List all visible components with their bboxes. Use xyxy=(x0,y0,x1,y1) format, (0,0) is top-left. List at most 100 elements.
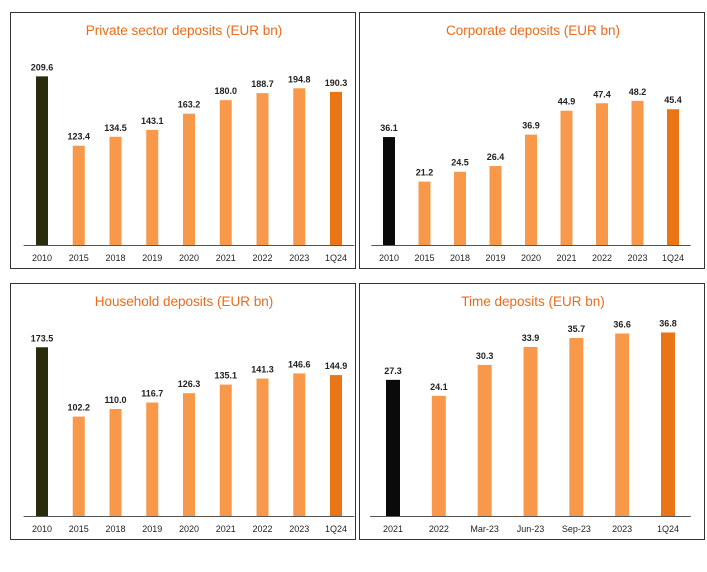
bar-2021 xyxy=(386,379,400,516)
bar-2022 xyxy=(596,103,608,245)
data-label-2021: 44.9 xyxy=(558,97,576,107)
bar-2010 xyxy=(383,137,395,245)
data-label-1q24: 190.3 xyxy=(325,78,348,88)
data-label-2022: 47.4 xyxy=(593,89,611,99)
data-label-mar-23: 30.3 xyxy=(476,351,494,361)
tick-label-2021: 2021 xyxy=(216,253,236,263)
data-label-2023: 146.6 xyxy=(288,359,311,369)
tick-label-2015: 2015 xyxy=(69,524,89,534)
data-label-2010: 173.5 xyxy=(31,333,54,343)
bar-mar-23 xyxy=(477,364,492,516)
tick-label-2019: 2019 xyxy=(485,253,505,263)
bar-2015 xyxy=(418,181,431,245)
bar-2022 xyxy=(431,395,446,516)
bar-2023 xyxy=(293,88,306,246)
data-label-2020: 163.2 xyxy=(178,100,201,110)
tick-label-2018: 2018 xyxy=(450,253,470,263)
bar-1q24 xyxy=(661,332,675,516)
data-label-2015: 21.2 xyxy=(416,168,434,178)
data-label-1q24: 144.9 xyxy=(325,361,348,371)
chart-title: Private sector deposits (EUR bn) xyxy=(86,23,283,38)
chart-title: Time deposits (EUR bn) xyxy=(461,294,605,309)
data-label-2019: 116.7 xyxy=(141,389,163,399)
data-label-1q24: 45.4 xyxy=(664,95,682,105)
data-label-2021: 180.0 xyxy=(214,86,237,96)
tick-label-2019: 2019 xyxy=(142,524,162,534)
data-label-1q24: 36.8 xyxy=(659,318,677,328)
chart-panel-corporate-deposits: Corporate deposits (EUR bn) 36.1 2010 21.2 2… xyxy=(359,12,705,269)
tick-label-1q24: 1Q24 xyxy=(325,253,347,263)
data-label-2019: 143.1 xyxy=(141,116,164,126)
bar-2020 xyxy=(525,134,537,245)
data-label-2018: 24.5 xyxy=(451,158,469,168)
data-label-2020: 126.3 xyxy=(178,379,201,389)
bar-1q24 xyxy=(330,91,342,246)
data-label-2023: 36.6 xyxy=(613,319,631,329)
tick-label-mar-23: Mar-23 xyxy=(470,524,499,534)
bar-2018 xyxy=(109,409,122,516)
bar-2023 xyxy=(631,100,644,246)
bar-sep-23 xyxy=(569,337,584,516)
data-label-2022: 141.3 xyxy=(251,365,274,375)
data-label-2022: 24.1 xyxy=(430,382,448,392)
tick-label-2020: 2020 xyxy=(179,253,199,263)
bar-2018 xyxy=(109,136,122,245)
chart-panel-household-deposits: Household deposits (EUR bn) 173.5 2010 102.… xyxy=(10,283,356,540)
bar-2015 xyxy=(72,145,85,245)
data-label-2010: 36.1 xyxy=(380,123,398,133)
tick-label-2021: 2021 xyxy=(216,524,236,534)
tick-label-2022: 2022 xyxy=(592,253,612,263)
bar-2019 xyxy=(489,166,502,245)
data-label-2015: 102.2 xyxy=(67,403,90,413)
bar-2023 xyxy=(293,373,306,516)
data-label-2023: 194.8 xyxy=(288,74,311,84)
tick-label-2019: 2019 xyxy=(142,253,162,263)
tick-label-2010: 2010 xyxy=(379,253,399,263)
bar-2022 xyxy=(256,378,269,516)
bar-2019 xyxy=(146,402,159,516)
tick-label-2020: 2020 xyxy=(521,253,541,263)
chart-household-deposits: Household deposits (EUR bn) 173.5 2010 102.… xyxy=(23,294,355,534)
tick-label-2018: 2018 xyxy=(105,253,125,263)
tick-label-2010: 2010 xyxy=(32,524,52,534)
bar-1q24 xyxy=(330,375,342,516)
tick-label-2023: 2023 xyxy=(289,524,309,534)
tick-label-2010: 2010 xyxy=(32,253,52,263)
tick-label-2022: 2022 xyxy=(252,524,272,534)
tick-label-2022: 2022 xyxy=(429,524,449,534)
bar-2023 xyxy=(615,333,630,516)
bar-2021 xyxy=(219,384,232,516)
data-label-sep-23: 35.7 xyxy=(568,324,586,334)
bar-2010 xyxy=(36,76,48,245)
tick-label-2023: 2023 xyxy=(289,253,309,263)
data-label-jun-23: 33.9 xyxy=(522,333,540,343)
data-label-2018: 110.0 xyxy=(104,395,126,405)
tick-label-2015: 2015 xyxy=(69,253,89,263)
tick-label-2021: 2021 xyxy=(383,524,403,534)
chart-time-deposits: Time deposits (EUR bn) 27.3 2021 24.1 2022 30… xyxy=(370,294,691,534)
chart-corporate-deposits: Corporate deposits (EUR bn) 36.1 2010 21.2 2… xyxy=(371,23,691,263)
bar-2018 xyxy=(454,171,466,245)
bar-jun-23 xyxy=(523,346,538,516)
tick-label-2018: 2018 xyxy=(105,524,125,534)
tick-label-1q24: 1Q24 xyxy=(657,524,679,534)
chart-private-sector-deposits: Private sector deposits (EUR bn) 209.6 201… xyxy=(23,23,355,263)
data-label-2021: 135.1 xyxy=(214,371,237,381)
bar-1q24 xyxy=(667,109,679,245)
data-label-2018: 134.5 xyxy=(104,123,127,133)
tick-label-2021: 2021 xyxy=(556,253,576,263)
bar-2019 xyxy=(146,129,159,245)
chart-panel-time-deposits: Time deposits (EUR bn) 27.3 2021 24.1 2022 30… xyxy=(359,283,705,540)
tick-label-2022: 2022 xyxy=(252,253,272,263)
data-label-2015: 123.4 xyxy=(67,132,90,142)
chart-title: Corporate deposits (EUR bn) xyxy=(446,23,620,38)
tick-label-2023: 2023 xyxy=(627,253,647,263)
tick-label-2020: 2020 xyxy=(179,524,199,534)
bar-2022 xyxy=(256,93,269,245)
data-label-2020: 36.9 xyxy=(522,121,540,131)
data-label-2019: 26.4 xyxy=(487,152,505,162)
data-label-2023: 48.2 xyxy=(629,87,647,97)
bar-2020 xyxy=(183,113,195,245)
tick-label-2023: 2023 xyxy=(612,524,632,534)
tick-label-jun-23: Jun-23 xyxy=(517,524,545,534)
